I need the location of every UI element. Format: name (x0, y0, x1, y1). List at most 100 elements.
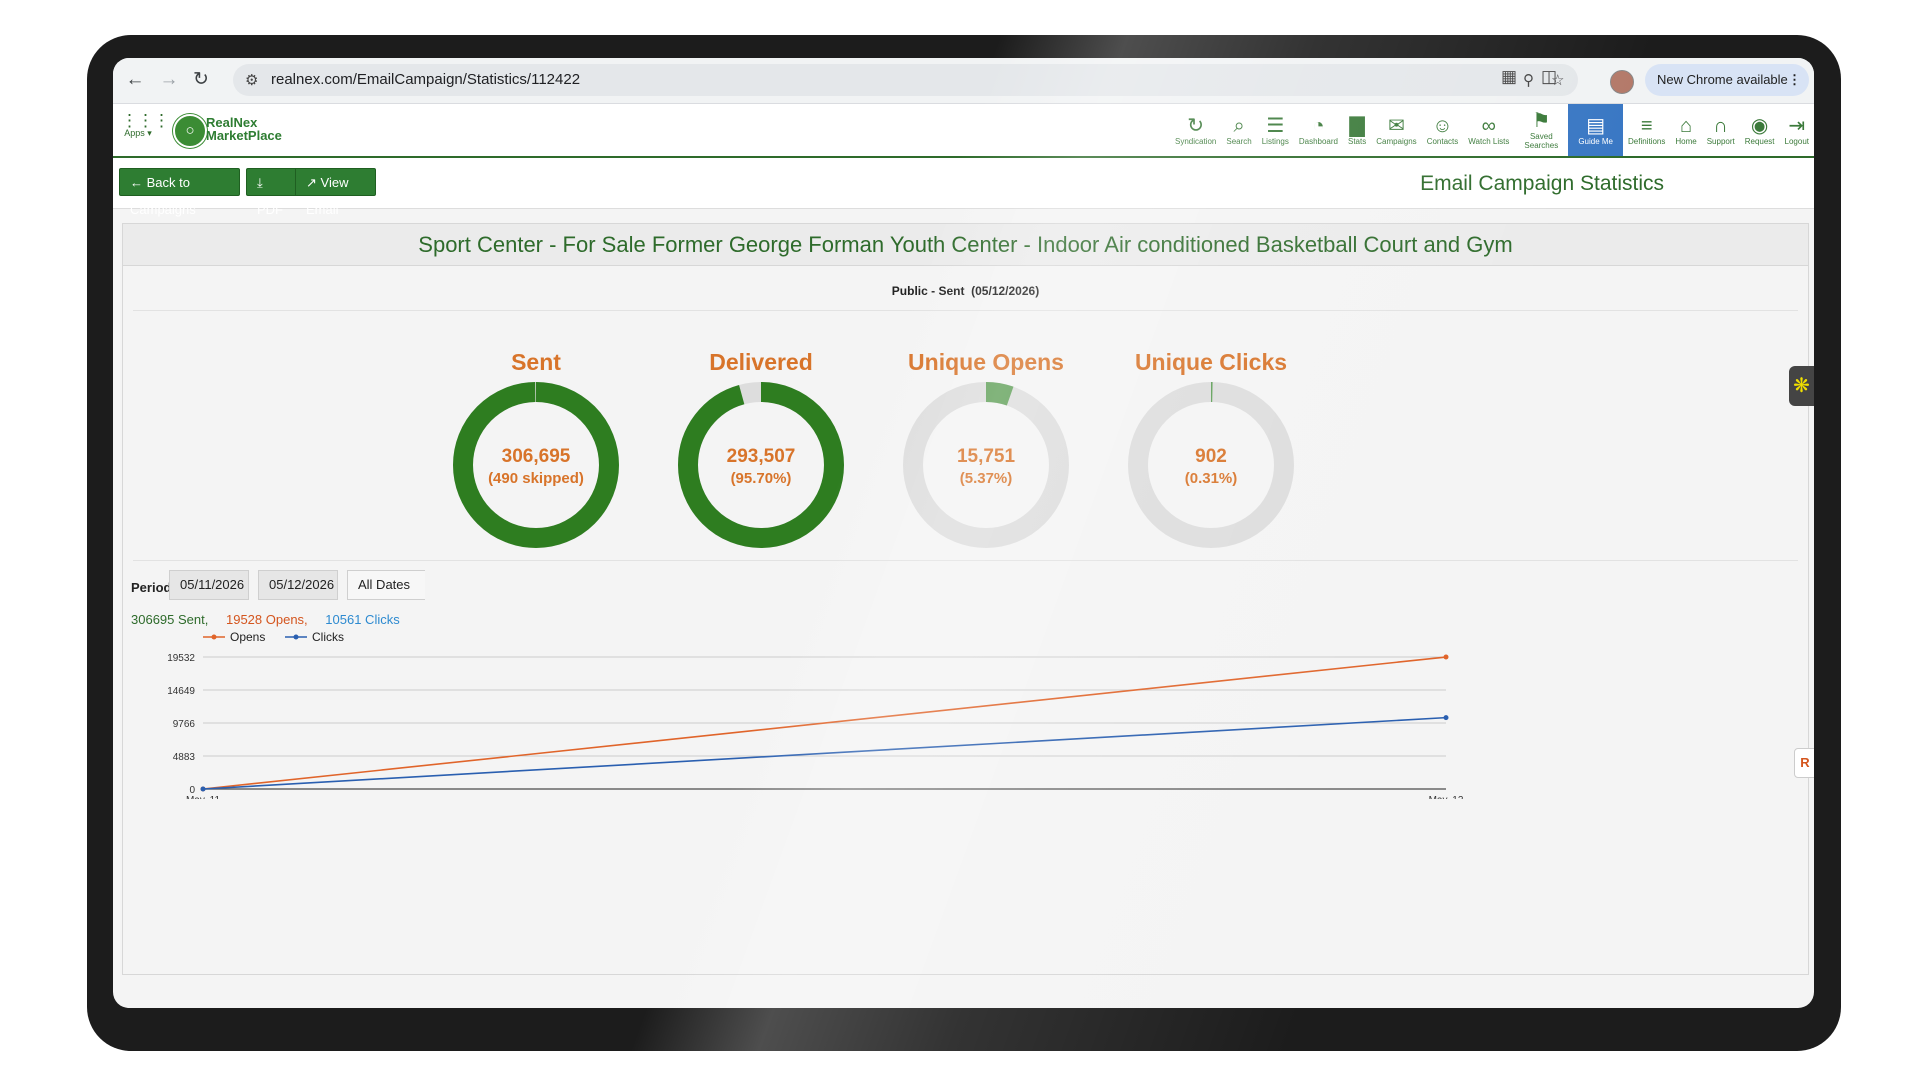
nav-label: Dashboard (1298, 136, 1338, 146)
reload-icon[interactable]: ↻ (193, 69, 209, 90)
nav-item-logout[interactable]: ⇥ Logout (1780, 104, 1814, 156)
extensions-icon[interactable]: ▦ (1501, 67, 1518, 86)
chrome-update-button[interactable]: New Chrome available ⋮ (1645, 64, 1809, 96)
nav-item-home[interactable]: ⌂ Home (1670, 104, 1701, 156)
tab-search-icon[interactable]: ◫ (1541, 67, 1558, 86)
gauge-value: 15,751 (956, 446, 1016, 467)
apps-grid-icon: ⋮⋮⋮ (121, 111, 170, 130)
logo-line1: RealNex (206, 115, 258, 130)
donut-chart (1128, 382, 1294, 548)
series-line-opens (202, 656, 1447, 790)
donut-arc (903, 382, 1069, 548)
date-range-select[interactable]: All Dates (347, 570, 425, 600)
binoculars-icon: ∞ (1481, 114, 1496, 137)
nav-item-saved-searches[interactable]: ⚑ Saved Searches (1514, 104, 1568, 156)
gauge-delivered: Delivered 293,507 (95.70%) (661, 349, 861, 550)
nav-label: Request (1744, 136, 1775, 146)
nav-item-listings[interactable]: ☰ Listings (1257, 104, 1294, 156)
gauge-title: Sent (511, 349, 561, 375)
screen: ← → ↻ ⚙ realnex.com/EmailCampaign/Statis… (113, 58, 1814, 1008)
nav-label: Home (1675, 136, 1697, 146)
gauge-value: 306,695 (501, 446, 571, 467)
donut-chart (903, 382, 1069, 548)
apps-label: Apps ▾ (124, 128, 152, 138)
url-text: realnex.com/EmailCampaign/Statistics/112… (271, 71, 581, 88)
series-line-clicks (202, 716, 1447, 790)
gauge-title: Delivered (709, 349, 813, 375)
data-point-clicks (200, 786, 206, 792)
gauge-unique-opens: Unique Opens 15,751 (5.37%) (886, 349, 1086, 550)
nav-label: Support (1706, 136, 1735, 146)
app-header: ⋮⋮⋮ Apps ▾ ○ RealNex MarketPlace ↻ Syndic… (113, 104, 1814, 158)
stats-icon: ▇ (1349, 114, 1365, 137)
pdf-button[interactable]: ⤓ PDF (246, 168, 296, 217)
pin-icon: ◉ (1750, 114, 1769, 137)
nav-label: Saved Searches (1524, 132, 1559, 150)
gauge-subvalue: (490 skipped) (488, 470, 584, 487)
nav-label: Contacts (1426, 136, 1459, 146)
nav-label: Guide Me (1578, 136, 1613, 146)
total-clicks: 10561 Clicks (325, 612, 400, 627)
y-tick-label: 14649 (167, 686, 195, 697)
opens-clicks-line-chart: 0 4883 9766 14649 19532 May, 11 May, 12 Opens Cl… (167, 630, 1464, 799)
help-widget-icon[interactable]: R (1794, 748, 1814, 778)
gauge-title: Unique Clicks (1134, 349, 1288, 375)
logout-icon: ⇥ (1788, 114, 1806, 137)
nav-item-stats[interactable]: ▇ Stats (1343, 104, 1371, 156)
guide-icon: ▤ (1586, 114, 1606, 137)
y-tick-label: 9766 (173, 719, 196, 730)
bookmark-star-icon[interactable]: ☆ (1551, 72, 1565, 89)
nav-item-search[interactable]: ⌕ Search (1221, 104, 1256, 156)
nav-item-dashboard[interactable]: ◔ Dashboard (1294, 104, 1343, 156)
period-from-input[interactable]: 05/11/2026 (169, 570, 249, 600)
donut-chart (678, 382, 844, 548)
book-icon: ≡ (1640, 114, 1653, 137)
browser-toolbar: ← → ↻ ⚙ realnex.com/EmailCampaign/Statis… (113, 58, 1814, 104)
nav-item-definitions[interactable]: ≡ Definitions (1623, 104, 1670, 156)
divider (133, 560, 1798, 561)
chrome-update-label: New Chrome available (1657, 72, 1788, 87)
donut-arc (453, 382, 619, 548)
nav-label: Logout (1784, 136, 1809, 146)
profile-avatar[interactable] (1610, 70, 1634, 94)
gauge-unique-clicks: Unique Clicks 902 (0.31%) (1111, 349, 1311, 550)
apps-menu[interactable]: ⋮⋮⋮ Apps ▾ (121, 111, 170, 139)
view-email-button[interactable]: ↗ View Email (295, 168, 376, 217)
period-label: Period: (131, 580, 176, 595)
site-info-icon[interactable]: ⚙ (245, 72, 259, 89)
nav-label: Syndication (1175, 136, 1217, 146)
nav-item-campaigns[interactable]: ✉ Campaigns (1371, 104, 1421, 156)
address-bar[interactable]: ⚙ realnex.com/EmailCampaign/Statistics/1… (233, 64, 1578, 96)
page-toolbar: ← Back to Campaigns ⤓ PDF ↗ View Email E… (113, 158, 1814, 217)
nav-item-support[interactable]: ∩ Support (1702, 104, 1740, 156)
nav-label: Watch Lists (1468, 136, 1510, 146)
nav-item-watch-lists[interactable]: ∞ Watch Lists (1463, 104, 1514, 156)
gauge-subvalue: (5.37%) (959, 470, 1013, 487)
headset-icon: ∩ (1713, 114, 1728, 137)
nav-item-request[interactable]: ◉ Request (1740, 104, 1780, 156)
legend-marker-clicks (293, 634, 299, 640)
legend-marker-opens (211, 634, 217, 640)
kebab-menu-icon[interactable]: ⋮ (1788, 72, 1801, 87)
total-sent: 306695 Sent, (131, 612, 209, 627)
nav-label: Stats (1347, 136, 1367, 146)
donut-chart (453, 382, 619, 548)
donut-arc (1128, 382, 1294, 548)
zoom-icon[interactable]: ⚲ (1523, 72, 1534, 89)
back-arrow-icon[interactable]: ← (125, 69, 145, 90)
donut-arc (678, 382, 844, 548)
nav-item-contacts[interactable]: ☺ Contacts (1422, 104, 1464, 156)
contacts-icon: ☺ (1432, 114, 1453, 137)
listings-icon: ☰ (1266, 114, 1285, 137)
back-to-campaigns-button[interactable]: ← Back to Campaigns (119, 168, 240, 217)
data-point-clicks (1443, 715, 1449, 721)
bookmark-icon: ⚑ (1532, 110, 1551, 132)
gauge-subvalue: (0.31%) (1184, 470, 1238, 487)
nav-label: Definitions (1628, 136, 1666, 146)
nav-item-syndication[interactable]: ↻ Syndication (1170, 104, 1221, 156)
search-icon: ⌕ (1233, 114, 1245, 137)
nav-item-guide-me[interactable]: ▤ Guide Me (1568, 104, 1623, 156)
forward-arrow-icon[interactable]: → (159, 69, 179, 90)
asterisk-widget-icon[interactable]: ❋ (1789, 366, 1814, 406)
period-to-input[interactable]: 05/12/2026 (258, 570, 338, 600)
